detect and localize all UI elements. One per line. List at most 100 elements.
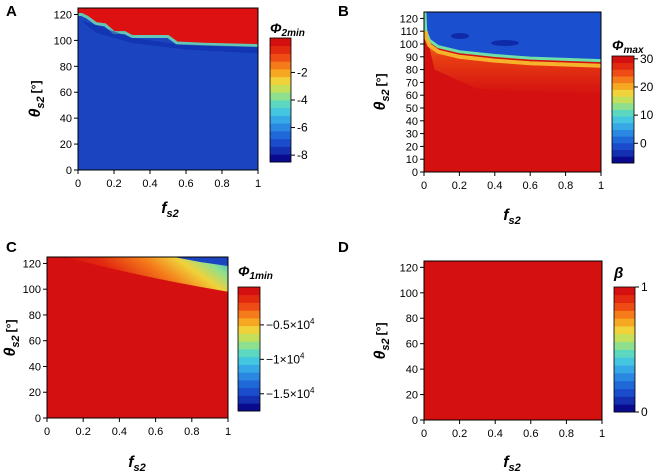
colorbar-tick-label: 0 — [641, 405, 648, 419]
panel-c-letter: C — [6, 239, 17, 256]
colorbar-swatch — [270, 138, 291, 147]
y-tick-label: 60 — [406, 90, 418, 102]
x-tick-label: 0 — [75, 178, 81, 190]
y-tick-label: 60 — [406, 339, 418, 351]
colorbar-swatch — [238, 403, 260, 412]
panel-d-colorbar-title: β — [613, 265, 623, 282]
panel-a: A 0 0.2 0.4 0.6 0.8 1 0 20 40 60 80 100 120 fs2 θs2… — [6, 3, 308, 220]
x-tick-label: 0.8 — [184, 426, 199, 438]
x-tick-label: 1 — [598, 180, 604, 192]
colorbar-swatch — [238, 341, 260, 350]
colorbar-frame — [237, 286, 261, 412]
panel-b-y-axis-label: θs2[°] — [372, 74, 392, 111]
colorbar-swatch — [612, 116, 634, 124]
colorbar-swatch — [612, 62, 634, 70]
y-tick-label: 80 — [406, 313, 418, 325]
panel-b-dark-blob — [491, 40, 519, 46]
colorbar-swatch — [238, 349, 260, 358]
colorbar-tick-label: -2 — [297, 65, 308, 79]
colorbar-swatch — [238, 302, 260, 311]
colorbar-swatch — [614, 372, 635, 382]
colorbar-swatch — [612, 142, 634, 151]
x-tick-label: 1 — [225, 426, 231, 438]
y-tick-label: 90 — [406, 52, 418, 64]
y-tick-label: 40 — [29, 361, 41, 373]
x-tick-label: 0.4 — [142, 178, 157, 190]
colorbar-swatch — [612, 82, 634, 90]
x-tick-label: 0.6 — [178, 178, 193, 190]
y-tick-label: 0 — [66, 165, 72, 177]
colorbar-swatch — [270, 92, 291, 101]
panel-d-x-axis: 0 0.2 0.4 0.6 0.8 1 — [421, 420, 605, 440]
x-tick-label: 0.4 — [487, 180, 502, 192]
panel-a-x-axis: 0 0.2 0.4 0.6 0.8 1 — [75, 170, 261, 190]
panel-c-x-axis: 0 0.2 0.4 0.6 0.8 1 — [44, 418, 231, 438]
colorbar-swatch — [270, 123, 291, 132]
colorbar-swatch — [270, 45, 291, 54]
panel-c-y-axis-label: θs2[°] — [2, 320, 22, 357]
colorbar-swatch — [614, 310, 635, 319]
panel-c: C 0 0.2 0.4 0.6 0.8 1 0 20 40 60 80 100 120 fs2 θs2… — [2, 239, 315, 474]
y-tick-label: 0 — [412, 167, 418, 179]
y-tick-label: 70 — [406, 77, 418, 89]
y-tick-label: 80 — [60, 61, 72, 73]
y-tick-label: 60 — [29, 336, 41, 348]
panel-d: D 0 0.2 0.4 0.6 0.8 1 0 20 40 60 80 100 120 fs2 θs2… — [338, 239, 648, 474]
colorbar-swatch — [612, 76, 634, 84]
y-tick-label: 10 — [406, 154, 418, 166]
colorbar-swatch — [238, 287, 260, 296]
y-tick-label: 40 — [406, 364, 418, 376]
x-tick-label: 1 — [599, 428, 605, 440]
y-tick-label: 40 — [406, 116, 418, 128]
y-tick-label: 100 — [54, 35, 72, 47]
y-tick-label: 120 — [400, 262, 418, 274]
colorbar-swatch — [270, 146, 291, 155]
colorbar-swatch — [270, 69, 291, 78]
colorbar-swatch — [614, 349, 635, 358]
colorbar-tick-label: −1×104 — [266, 351, 305, 366]
panel-c-colorbar-title: Φ1min — [238, 263, 273, 282]
colorbar-swatch — [612, 89, 634, 97]
y-tick-label: 0 — [35, 413, 41, 425]
x-tick-label: 0.6 — [148, 426, 163, 438]
panel-b-gradient-band — [425, 33, 601, 96]
colorbar-tick-label: 1 — [641, 280, 648, 294]
colorbar-swatch — [614, 341, 635, 350]
panel-b-x-axis-label: fs2 — [503, 207, 521, 227]
colorbar-swatch — [238, 372, 260, 381]
colorbar-tick-label: 30 — [640, 52, 654, 66]
colorbar-swatch — [238, 310, 260, 319]
panel-b-gradient-contour — [423, 31, 602, 68]
panel-a-lower-band — [81, 20, 258, 54]
panel-a-colorbar: -8 -6 -4 -2 — [269, 37, 308, 163]
x-tick-label: 0.8 — [214, 178, 229, 190]
panel-b-colorbar: 0 10 20 30 — [611, 52, 654, 164]
colorbar-tick-label: 10 — [640, 108, 654, 122]
colorbar-swatch — [270, 61, 291, 70]
colorbar-swatch — [270, 131, 291, 140]
colorbar-swatch — [612, 69, 634, 77]
colorbar-swatch — [270, 38, 291, 47]
panel-d-y-axis-label: θs2[°] — [372, 323, 392, 360]
colorbar-swatch — [270, 84, 291, 93]
colorbar-swatch — [614, 326, 635, 335]
colorbar-swatch — [238, 294, 260, 303]
y-tick-label: 120 — [23, 258, 41, 270]
colorbar-swatch — [612, 122, 634, 130]
colorbar-swatch — [614, 287, 635, 296]
panel-b-colorbar-title: Φmax — [612, 37, 644, 56]
panel-c-frame — [46, 256, 229, 419]
panel-d-letter: D — [338, 239, 349, 256]
colorbar-swatch — [238, 395, 260, 404]
panel-b-letter: B — [338, 3, 349, 20]
x-tick-label: 0.8 — [558, 180, 573, 192]
panel-d-y-axis: 0 20 40 60 80 100 120 — [400, 262, 424, 427]
y-tick-label: 30 — [406, 129, 418, 141]
colorbar-tick-exponent: 4 — [300, 351, 305, 360]
colorbar-swatch — [612, 102, 634, 110]
panel-a-boundary-contour — [78, 12, 259, 48]
colorbar-swatch — [238, 318, 260, 327]
x-tick-label: 0 — [421, 428, 427, 440]
